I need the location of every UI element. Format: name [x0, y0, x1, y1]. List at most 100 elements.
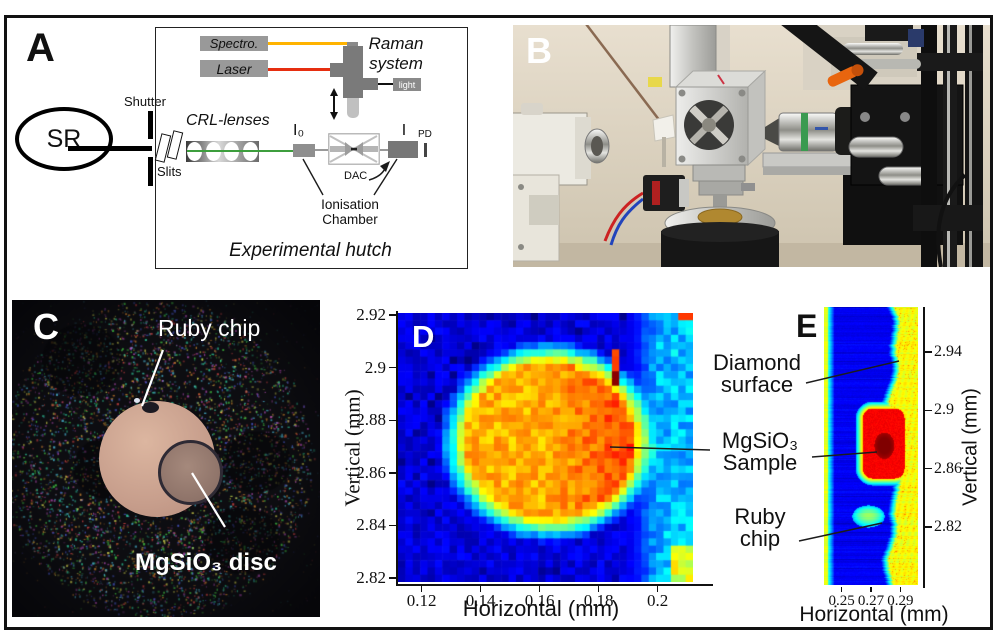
yellow-sticker [648, 77, 662, 87]
axis-tick [420, 585, 423, 592]
axis-tick-label: 0.25 [828, 593, 855, 609]
raman-line2: system [369, 53, 423, 73]
raman-line1: Raman [368, 34, 424, 53]
axis-tick-label: 0.18 [583, 591, 614, 610]
axis-tick-label: 2.82 [934, 517, 962, 535]
d-x-axis-line [396, 584, 713, 586]
i-chamber [388, 141, 418, 158]
xray-beam-green [187, 149, 293, 152]
red-mark [717, 74, 725, 85]
ruby-line1: Ruby [734, 504, 786, 529]
panel-b-letter: B [526, 30, 552, 71]
axis-tick [925, 409, 932, 412]
shutter-bar-bottom [148, 157, 153, 186]
sr-source: SR [15, 107, 113, 171]
micrometer-knob [741, 183, 755, 191]
white-flag-sensor [652, 114, 676, 142]
axis-tick-label: 0.12 [406, 591, 437, 610]
axis-tick [597, 585, 600, 592]
raman-tower-left-arm [330, 63, 343, 77]
axis-tick [479, 585, 482, 592]
raman-tower-right-arm [363, 78, 378, 90]
axis-tick [899, 587, 902, 592]
experimental-hutch-box [155, 27, 468, 269]
rig-screw [860, 112, 870, 122]
lever-hub [851, 64, 864, 77]
axis-tick [925, 467, 932, 470]
axis-tick-label: 2.82 [356, 568, 386, 588]
dac-anvil-seat-left [330, 146, 345, 152]
translation-stage-2 [698, 180, 744, 196]
shutter-bar-top [148, 111, 153, 139]
steel-cylinder [843, 43, 903, 55]
axis-tick [870, 587, 872, 592]
detector-faceplate [575, 117, 591, 179]
axis-tick [840, 587, 843, 592]
axis-tick-label: 2.94 [934, 343, 962, 361]
i0-chamber [293, 144, 315, 157]
motor-body [643, 175, 685, 211]
axis-tick-label: 2.86 [356, 462, 386, 482]
spectro-fiber-yellow [268, 42, 350, 45]
glint [134, 398, 140, 403]
raman-objective-nozzle [347, 98, 359, 118]
spectrometer-box: Spectro. [200, 36, 268, 51]
raman-tower-top-stub [347, 42, 358, 48]
d-ylabel: Vertical (mm) [340, 389, 365, 507]
ionisation-line1: Ionisation [321, 197, 379, 212]
axis-tick [538, 585, 541, 592]
axis-tick-label: 2.9 [364, 357, 386, 377]
panel-d-letter: D [412, 319, 435, 354]
stepper-motor [603, 175, 689, 246]
dac-anvil-left [345, 142, 352, 156]
diamond-surface-label: Diamond surface [709, 351, 805, 398]
objective-green-stripe [801, 113, 808, 151]
white-bracket-lower-left [513, 174, 560, 262]
flag-post [662, 137, 666, 167]
beamline-photo [513, 25, 990, 267]
panel-a-letter: A [26, 26, 55, 70]
d-xlabel: Horizontal (mm) [462, 596, 620, 621]
axis-tick-label: 2.84 [356, 515, 386, 535]
panel-c-letter: C [33, 306, 59, 347]
laser-box: Laser [200, 60, 268, 77]
objective-cone-tip [765, 117, 781, 147]
rig-screw [900, 112, 910, 122]
rotation-stage [661, 206, 779, 267]
cross-bracket-low [913, 205, 983, 231]
sample-line1: MgSiO₃ [721, 428, 799, 453]
e-xlabel: Horizontal (mm) [799, 603, 949, 626]
axis-tick-label: 0.2 [646, 591, 669, 610]
motor-flange [679, 179, 689, 207]
diagonal-rod [585, 25, 664, 126]
diamond-line2: surface [720, 372, 794, 398]
axis-tick [389, 366, 397, 369]
i-label: I [401, 122, 407, 139]
light-line [378, 83, 394, 85]
e-y-axis-line [923, 307, 925, 588]
motor-label [652, 181, 660, 205]
cube-screw [738, 89, 746, 97]
black-cable [936, 173, 967, 267]
camera-box [865, 25, 913, 41]
axis-tick [656, 585, 659, 592]
rail-lower [763, 167, 893, 175]
sample-line2: Sample [722, 450, 798, 476]
axis-tick-label: 2.92 [356, 305, 386, 325]
bracket-screw [518, 244, 524, 250]
raman-system-label: Raman system [364, 34, 428, 73]
panel-e-letter: E [796, 308, 818, 344]
mgsio3-disc-photo [158, 440, 223, 505]
axis-tick [389, 419, 397, 422]
sample-photo: Ruby chip MgSiO₃ disc [12, 300, 320, 617]
silver-cylinder-1 [848, 136, 904, 158]
right-black-rig [843, 25, 983, 267]
hutch-label: Experimental hutch [229, 240, 392, 261]
translation-stage-1 [692, 164, 746, 182]
shutter-label: Shutter [124, 94, 166, 109]
axis-tick-label: 2.86 [934, 459, 962, 477]
base-top [661, 222, 779, 242]
axis-tick-label: 0.14 [465, 591, 496, 610]
laser-beam-red [268, 68, 331, 71]
bracket-notch [529, 195, 559, 225]
